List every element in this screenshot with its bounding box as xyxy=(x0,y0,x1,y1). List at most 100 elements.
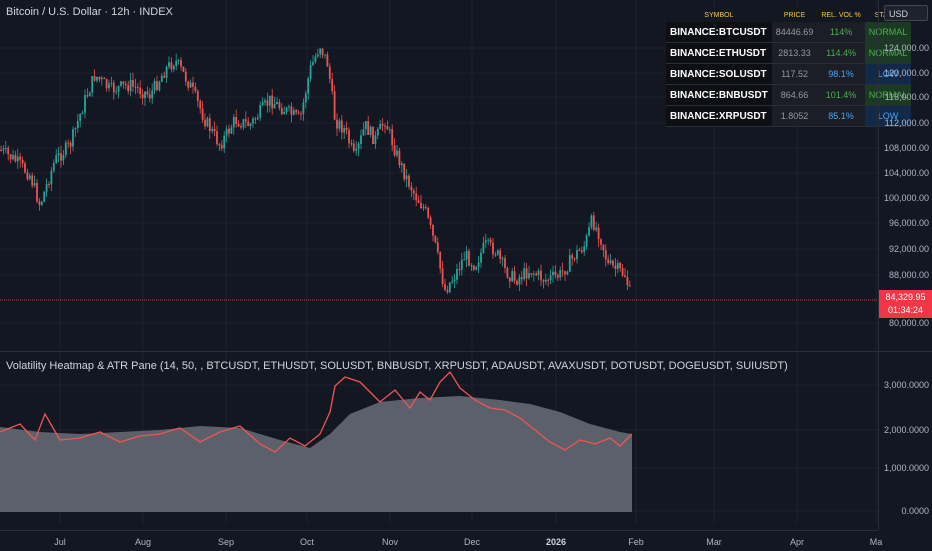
candle-body xyxy=(9,154,12,160)
candle-body xyxy=(280,108,283,115)
candle-body xyxy=(163,75,166,78)
candle-body xyxy=(496,250,499,255)
candle-body xyxy=(511,271,514,282)
candle-body xyxy=(472,265,475,270)
candle-body xyxy=(40,201,43,205)
bar-countdown: 01:34:24 xyxy=(887,305,924,315)
candle-body xyxy=(146,91,149,95)
price-tick: 80,000.00 xyxy=(888,318,929,328)
candle-body xyxy=(612,260,614,266)
candle-body xyxy=(384,125,386,127)
candle-body xyxy=(201,108,204,120)
price-chart[interactable] xyxy=(0,0,878,350)
candle-body xyxy=(196,91,199,102)
time-axis[interactable]: Jul Aug Sep Oct Nov Dec 2026 Feb Mar Apr Ma xyxy=(0,530,882,551)
price-cell: 1.8052 xyxy=(771,105,818,127)
candle-body xyxy=(158,81,161,91)
candle-body xyxy=(552,271,554,276)
atr-line xyxy=(0,370,633,453)
candle-body xyxy=(549,275,552,280)
price-cell: 84446.69 xyxy=(771,22,818,43)
candle-body xyxy=(626,277,629,286)
candle-body xyxy=(232,116,235,128)
time-tick: Sep xyxy=(217,537,235,547)
price-tick: 104,000.00 xyxy=(883,168,929,178)
currency-button[interactable]: USD xyxy=(884,5,928,21)
candle-body xyxy=(530,273,533,275)
candle-body xyxy=(261,102,264,106)
candle-body xyxy=(501,258,504,260)
candle-body xyxy=(69,142,72,147)
rel-vol-cell: 85.1% xyxy=(817,105,865,127)
indicator-tick: 1,000.0000 xyxy=(883,463,929,473)
candle-body xyxy=(81,112,84,114)
candle-body xyxy=(480,252,482,263)
time-tick: Dec xyxy=(463,537,481,547)
candle-body xyxy=(535,273,538,276)
candle-body xyxy=(237,123,240,127)
candle-body xyxy=(93,76,96,81)
candle-body xyxy=(506,267,509,278)
candle-body xyxy=(374,135,377,144)
candle-body xyxy=(136,87,139,89)
candle-body xyxy=(52,162,55,171)
candle-body xyxy=(609,260,612,263)
candle-body xyxy=(350,143,353,145)
candle-body xyxy=(204,119,206,127)
candle-body xyxy=(129,79,132,92)
candle-body xyxy=(256,117,259,120)
candle-body xyxy=(391,129,394,146)
candle-body xyxy=(108,83,110,89)
candle-body xyxy=(153,81,156,91)
candle-body xyxy=(324,54,326,56)
pane-divider[interactable] xyxy=(0,351,932,352)
candle-body xyxy=(604,250,607,260)
candle-body xyxy=(564,271,566,275)
header-price: PRICE xyxy=(771,8,818,22)
candle-body xyxy=(33,182,36,186)
candle-body xyxy=(12,154,14,160)
candle-body xyxy=(117,85,120,92)
candle-body xyxy=(122,81,125,84)
indicator-title[interactable]: Volatility Heatmap & ATR Pane (14, 50, ,… xyxy=(6,360,788,372)
candle-body xyxy=(456,268,458,280)
candle-body xyxy=(444,283,446,291)
price-scale[interactable]: 124,000.00 120,000.00 116,000.00 112,000.00… xyxy=(878,0,932,530)
candle-body xyxy=(460,259,463,270)
candle-body xyxy=(172,65,175,70)
candle-body xyxy=(571,255,574,259)
price-cell: 2813.33 xyxy=(771,42,818,64)
candle-body xyxy=(38,201,41,205)
candle-body xyxy=(160,75,163,82)
candle-body xyxy=(55,155,58,163)
table-row: BINANCE:SOLUSDT 117.52 98.1% LOW xyxy=(666,63,912,85)
candle-body xyxy=(266,100,269,106)
candle-body xyxy=(540,270,542,281)
candle-body xyxy=(616,263,619,269)
atr-pane[interactable] xyxy=(0,352,878,524)
candle-body xyxy=(482,242,485,253)
last-price-value: 84,329.95 xyxy=(885,292,926,302)
rel-vol-cell: 114.4% xyxy=(817,42,865,64)
candle-body xyxy=(367,121,370,135)
candle-body xyxy=(321,48,324,56)
candle-body xyxy=(292,110,295,115)
candle-body xyxy=(446,290,449,293)
candle-body xyxy=(223,135,226,149)
candle-body xyxy=(182,66,185,72)
candle-body xyxy=(285,107,288,113)
candle-body xyxy=(602,244,605,251)
candle-body xyxy=(448,282,451,293)
status-cell: NORMAL xyxy=(864,22,912,43)
candle-body xyxy=(504,258,506,268)
candle-body xyxy=(7,147,10,155)
candle-body xyxy=(573,258,576,260)
candle-body xyxy=(184,71,187,82)
candle-body xyxy=(302,102,305,114)
candle-body xyxy=(547,279,550,281)
time-tick: Aug xyxy=(134,537,152,547)
price-tick: 116,000.00 xyxy=(884,92,929,102)
candle-body xyxy=(348,130,350,144)
candle-body xyxy=(388,129,391,131)
symbol-cell: BINANCE:BNBUSDT xyxy=(666,84,772,106)
